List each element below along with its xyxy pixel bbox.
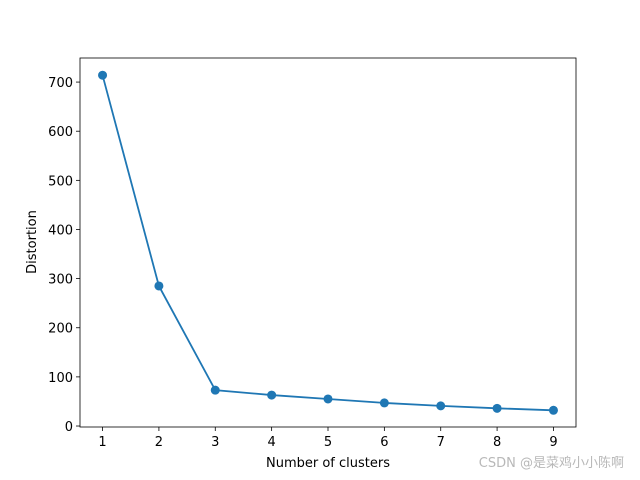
y-axis-label: Distortion: [25, 210, 40, 274]
x-tick-label: 9: [549, 435, 557, 450]
x-axis-label: Number of clusters: [266, 456, 390, 471]
y-tick-label: 600: [48, 125, 73, 140]
x-tick-label: 6: [380, 435, 388, 450]
data-point: [98, 70, 108, 80]
data-point: [379, 398, 389, 408]
y-tick-label: 700: [48, 76, 73, 91]
data-point: [267, 390, 277, 400]
x-tick-label: 7: [437, 435, 445, 450]
x-tick-label: 5: [324, 435, 332, 450]
data-point: [492, 403, 502, 413]
data-point: [548, 405, 558, 415]
plot-frame: [79, 57, 577, 428]
y-tick-label: 400: [48, 223, 73, 238]
x-tick-label: 8: [493, 435, 501, 450]
y-tick-label: 500: [48, 174, 73, 189]
y-tick-label: 300: [48, 273, 73, 288]
data-point: [154, 281, 164, 291]
watermark: CSDN @是菜鸡小小陈啊: [479, 455, 624, 471]
data-point: [436, 401, 446, 411]
y-tick-label: 100: [48, 371, 73, 386]
x-tick-label: 4: [267, 435, 275, 450]
x-tick-label: 3: [211, 435, 219, 450]
y-tick-label: 200: [48, 322, 73, 337]
data-point: [210, 385, 220, 395]
x-tick-label: 2: [155, 435, 163, 450]
x-tick-label: 1: [98, 435, 106, 450]
data-point: [323, 394, 333, 404]
y-tick-label: 0: [65, 420, 73, 435]
